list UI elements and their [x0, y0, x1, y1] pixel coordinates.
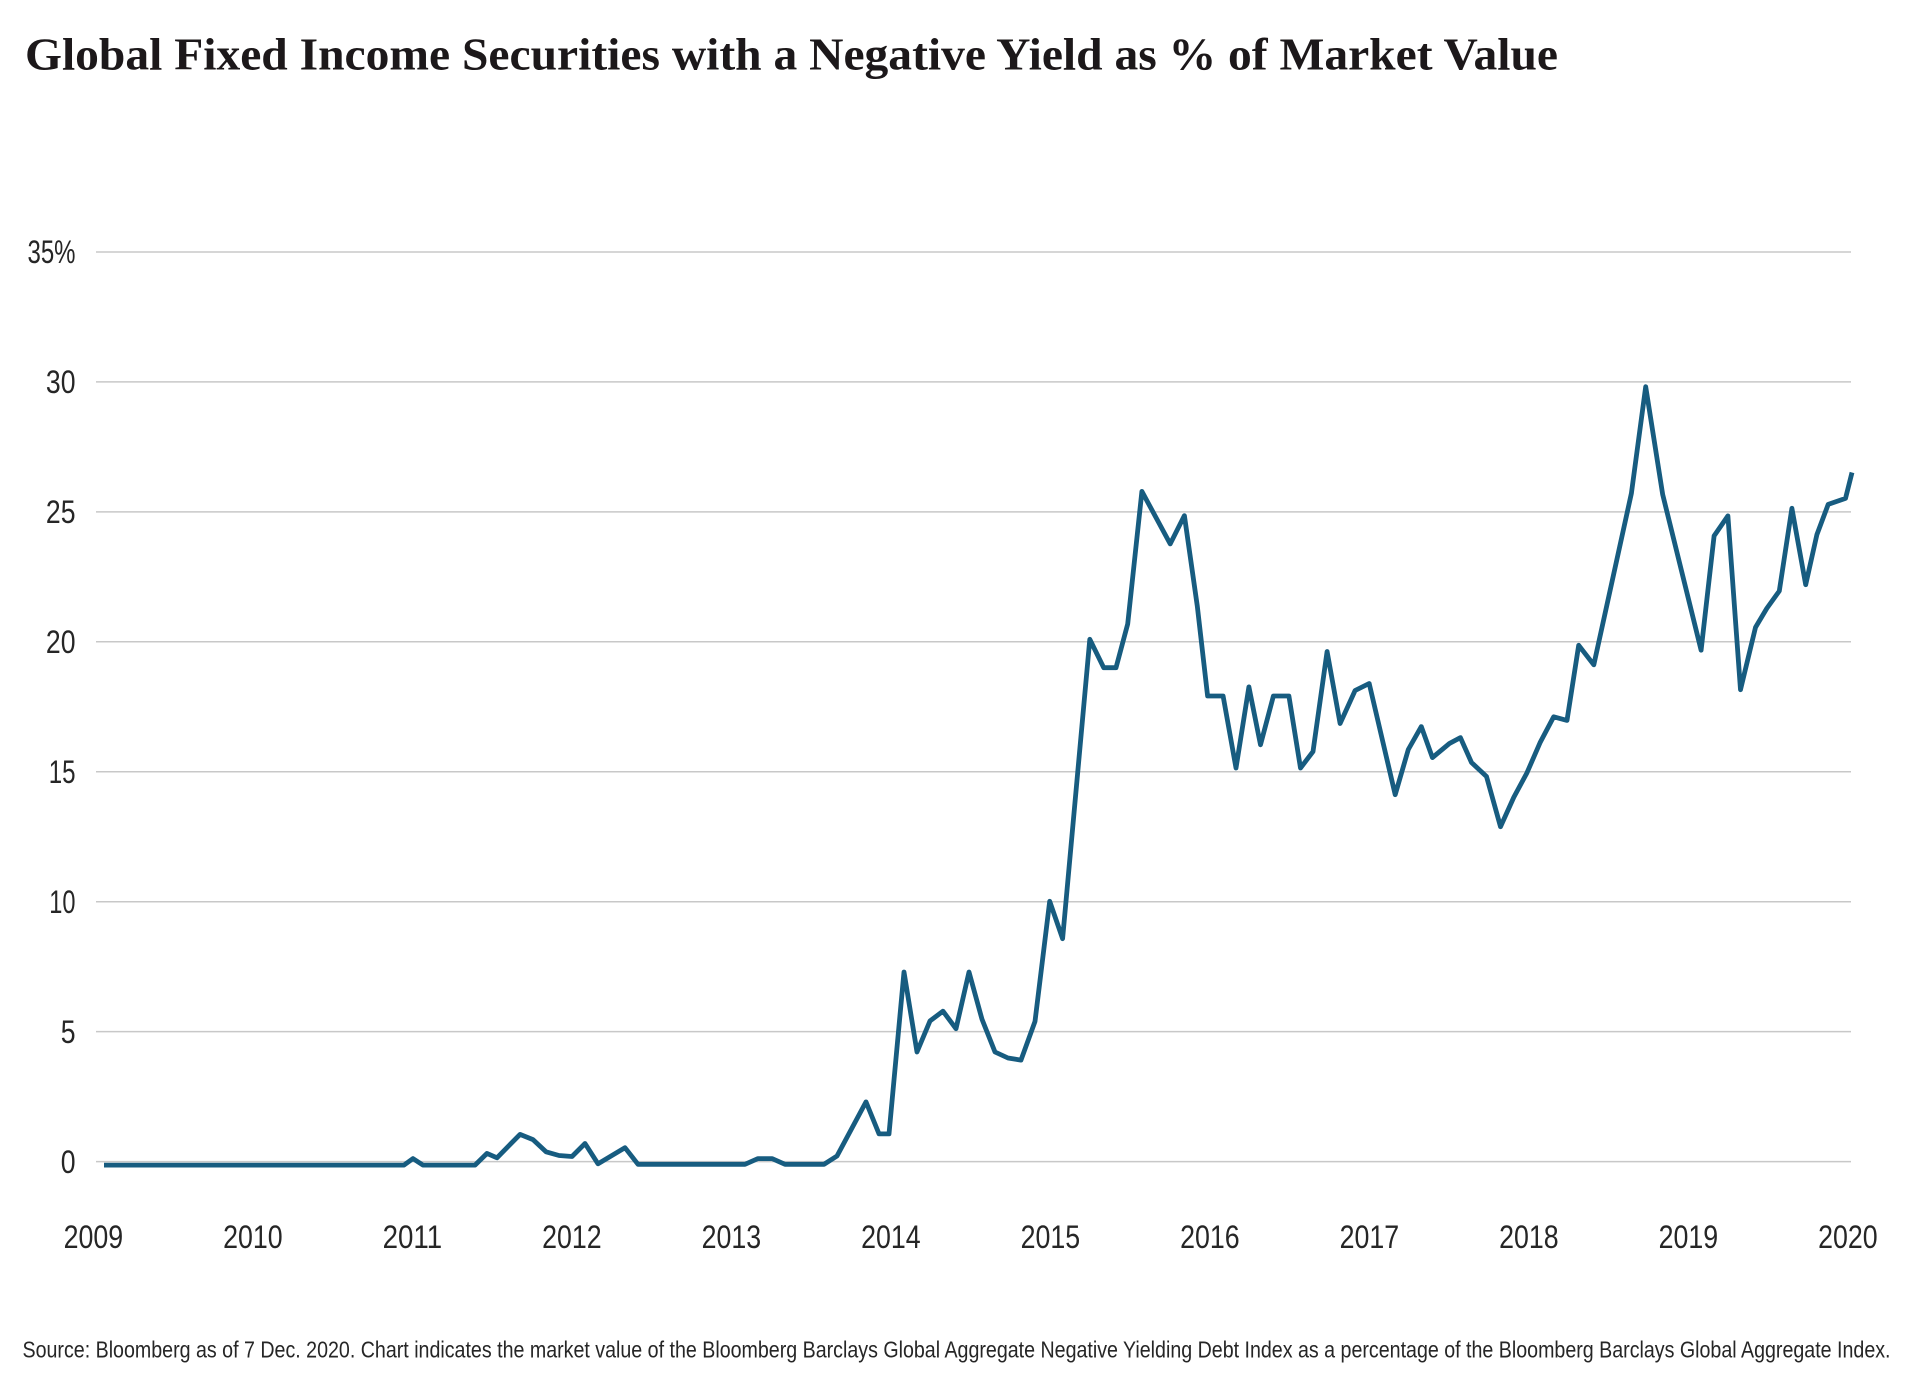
svg-text:30: 30 [46, 364, 76, 400]
svg-text:35%: 35% [28, 234, 76, 270]
svg-text:Global Fixed Income Securities: Global Fixed Income Securities with a Ne… [25, 29, 1558, 80]
svg-text:2015: 2015 [1021, 1219, 1081, 1255]
svg-text:2013: 2013 [702, 1219, 762, 1255]
svg-text:2009: 2009 [64, 1219, 124, 1255]
svg-text:2018: 2018 [1499, 1219, 1559, 1255]
svg-text:10: 10 [49, 884, 75, 920]
svg-text:15: 15 [49, 754, 76, 790]
svg-text:2016: 2016 [1180, 1219, 1240, 1255]
svg-text:2017: 2017 [1340, 1219, 1400, 1255]
svg-text:25: 25 [46, 494, 76, 530]
svg-text:2019: 2019 [1659, 1219, 1719, 1255]
svg-text:2011: 2011 [383, 1219, 443, 1255]
svg-text:20: 20 [46, 624, 76, 660]
svg-text:2012: 2012 [542, 1219, 602, 1255]
svg-text:2014: 2014 [861, 1219, 921, 1255]
svg-text:2020: 2020 [1818, 1219, 1878, 1255]
svg-text:0: 0 [61, 1144, 76, 1180]
svg-text:2010: 2010 [223, 1219, 283, 1255]
svg-text:Source: Bloomberg as of 7 Dec.: Source: Bloomberg as of 7 Dec. 2020. Cha… [23, 1337, 1891, 1363]
svg-text:5: 5 [61, 1014, 76, 1050]
